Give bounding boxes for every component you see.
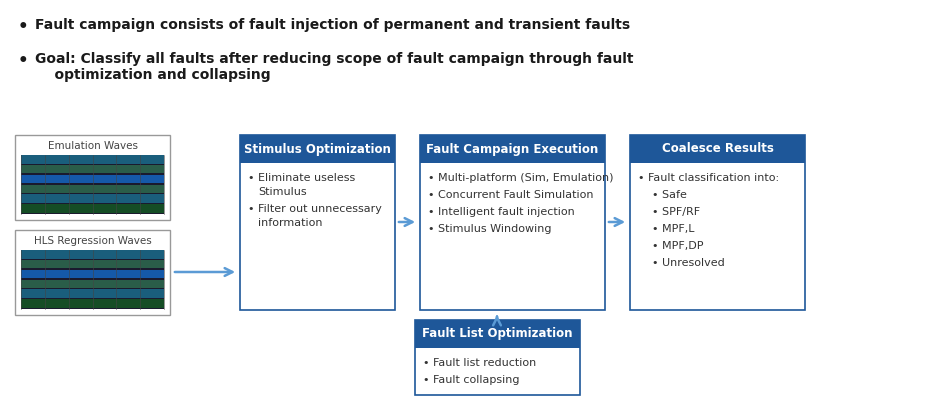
FancyBboxPatch shape: [415, 320, 580, 395]
FancyBboxPatch shape: [21, 289, 164, 298]
Text: • Concurrent Fault Simulation: • Concurrent Fault Simulation: [428, 190, 594, 200]
Text: information: information: [258, 218, 322, 228]
Text: • Fault classification into:: • Fault classification into:: [638, 173, 779, 183]
FancyBboxPatch shape: [21, 175, 164, 183]
Text: • Fault list reduction: • Fault list reduction: [423, 358, 536, 368]
Text: Stimulus Optimization: Stimulus Optimization: [244, 142, 391, 155]
FancyBboxPatch shape: [21, 194, 164, 203]
FancyBboxPatch shape: [415, 320, 580, 348]
Text: • Stimulus Windowing: • Stimulus Windowing: [428, 224, 552, 234]
FancyBboxPatch shape: [15, 135, 170, 220]
FancyBboxPatch shape: [420, 135, 605, 163]
Text: •: •: [18, 52, 28, 70]
Text: • Intelligent fault injection: • Intelligent fault injection: [428, 207, 575, 217]
FancyBboxPatch shape: [15, 230, 170, 315]
FancyBboxPatch shape: [21, 299, 164, 308]
Text: HLS Regression Waves: HLS Regression Waves: [33, 236, 151, 246]
Text: Goal: Classify all faults after reducing scope of fault campaign through fault
 : Goal: Classify all faults after reducing…: [35, 52, 634, 82]
Text: Fault campaign consists of fault injection of permanent and transient faults: Fault campaign consists of fault injecti…: [35, 18, 630, 32]
Text: Stimulus: Stimulus: [258, 187, 307, 197]
FancyBboxPatch shape: [21, 204, 164, 213]
FancyBboxPatch shape: [630, 135, 805, 163]
Text: • Safe: • Safe: [652, 190, 687, 200]
Text: Emulation Waves: Emulation Waves: [48, 141, 138, 151]
Text: • Filter out unnecessary: • Filter out unnecessary: [248, 204, 382, 214]
FancyBboxPatch shape: [21, 155, 164, 214]
Text: • Eliminate useless: • Eliminate useless: [248, 173, 355, 183]
FancyBboxPatch shape: [21, 184, 164, 193]
FancyBboxPatch shape: [630, 135, 805, 310]
Text: • SPF/RF: • SPF/RF: [652, 207, 700, 217]
Text: • Multi-platform (Sim, Emulation): • Multi-platform (Sim, Emulation): [428, 173, 614, 183]
FancyBboxPatch shape: [21, 280, 164, 288]
FancyBboxPatch shape: [420, 135, 605, 310]
Text: Fault List Optimization: Fault List Optimization: [422, 328, 573, 341]
Text: •: •: [18, 18, 28, 36]
FancyBboxPatch shape: [240, 135, 395, 310]
Text: • MPF,DP: • MPF,DP: [652, 241, 704, 251]
FancyBboxPatch shape: [21, 250, 164, 309]
FancyBboxPatch shape: [21, 165, 164, 173]
FancyBboxPatch shape: [21, 250, 164, 259]
FancyBboxPatch shape: [21, 155, 164, 164]
Text: • Fault collapsing: • Fault collapsing: [423, 375, 520, 385]
Text: Coalesce Results: Coalesce Results: [661, 142, 773, 155]
FancyBboxPatch shape: [21, 260, 164, 269]
FancyBboxPatch shape: [21, 270, 164, 278]
FancyBboxPatch shape: [240, 135, 395, 163]
Text: Fault Campaign Execution: Fault Campaign Execution: [427, 142, 598, 155]
Text: • MPF,L: • MPF,L: [652, 224, 694, 234]
Text: • Unresolved: • Unresolved: [652, 258, 725, 268]
